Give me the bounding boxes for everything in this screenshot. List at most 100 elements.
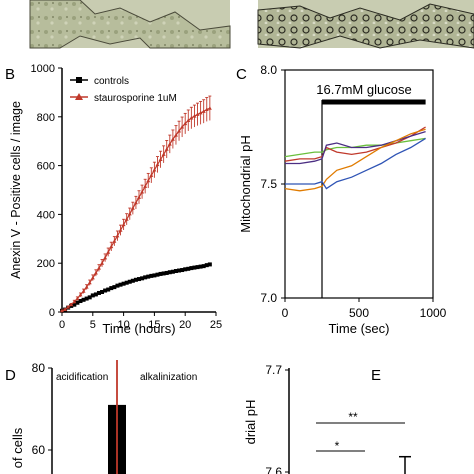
chart-e-sig-label-2: *	[335, 439, 340, 453]
chart-b-xtick-label: 15	[148, 319, 160, 331]
chart-b-point	[204, 263, 209, 268]
microscopy-image-controls	[29, 0, 231, 49]
chart-b-point	[143, 184, 148, 188]
chart-c-series-3	[284, 128, 426, 192]
chart-b-point	[146, 274, 151, 279]
chart-b-point	[130, 278, 135, 283]
chart-d-annotation-alkalinization: alkalinization	[140, 372, 197, 383]
chart-b-point	[198, 110, 203, 115]
chart-c-annotation: 16.7mM glucose	[316, 82, 411, 97]
chart-b-point	[198, 264, 203, 269]
chart-b-point	[78, 292, 83, 297]
chart-b-point	[87, 280, 92, 285]
chart-b-point	[170, 269, 175, 274]
chart-b: 0 5 10 15 20 25 0 200 400 600 800 1000 Time (hours)…	[9, 63, 222, 336]
chart-b-point	[124, 217, 129, 221]
chart-b-point	[93, 292, 98, 297]
chart-b-point	[167, 142, 172, 146]
chart-b-point	[173, 133, 178, 137]
chart-b-series-line	[61, 263, 210, 312]
chart-b-ytick-label: 200	[37, 258, 55, 270]
chart-b-point	[207, 262, 212, 267]
chart-b-point	[96, 290, 101, 295]
chart-d-ticks: 60 80	[32, 361, 52, 457]
chart-c-ylabel: Mitochondrial pH	[238, 135, 253, 233]
chart-b-point	[161, 152, 166, 156]
chart-b-point	[204, 107, 209, 111]
chart-b-point	[127, 211, 132, 216]
chart-b-point	[78, 299, 83, 304]
chart-b-point	[127, 279, 132, 284]
chart-b-point	[124, 280, 129, 285]
chart-c-series-0	[284, 137, 426, 158]
chart-b-xtick-label: 25	[210, 319, 222, 331]
chart-b-point	[90, 293, 95, 298]
chart-b-point	[72, 299, 77, 304]
chart-b-point	[161, 271, 166, 276]
chart-b-legend-controls: controls	[94, 76, 129, 87]
chart-b-ytick-label: 400	[37, 209, 55, 221]
chart-d-annotation-acidification: acidification	[56, 372, 108, 383]
chart-c-ytick-label: 7.5	[260, 177, 277, 191]
chart-b-point	[137, 277, 141, 282]
chart-d: 60 80 acidification alkalinization of cel…	[10, 360, 197, 474]
chart-b-point	[195, 112, 200, 116]
chart-b-xtick-label: 10	[117, 319, 129, 331]
chart-b-point	[118, 282, 123, 287]
chart-c: 0 500 1000 7.0 7.5 8.0 16.7mM glucose Time (s…	[238, 63, 447, 336]
chart-c-series-4	[285, 137, 426, 190]
chart-b-point	[81, 297, 86, 302]
chart-b-point	[201, 264, 206, 269]
panel-label-d: D	[5, 367, 16, 384]
chart-b-point	[140, 276, 145, 281]
chart-b-point	[192, 114, 197, 118]
chart-b-point	[158, 271, 163, 276]
chart-b-point	[69, 302, 74, 307]
chart-b-point	[173, 269, 178, 274]
panel-label-c: C	[236, 66, 247, 83]
chart-b-point	[170, 137, 175, 141]
chart-b-point	[72, 302, 77, 307]
chart-b-xtick-label: 5	[90, 319, 96, 331]
chart-b-ytick-label: 0	[49, 307, 55, 319]
chart-b-point	[133, 200, 138, 205]
chart-b-point	[155, 162, 160, 167]
chart-e: 7.6 7.7 ** * drial pH	[243, 363, 411, 474]
chart-d-ytick-label: 80	[32, 361, 46, 375]
chart-b-point	[87, 295, 92, 300]
chart-b-point	[103, 255, 108, 260]
panel-label-b: B	[5, 66, 15, 83]
chart-b-series-1	[60, 95, 212, 313]
chart-b-point	[143, 275, 148, 280]
chart-c-ticks: 0 500 1000 7.0 7.5 8.0	[260, 63, 446, 320]
chart-b-point	[155, 272, 160, 277]
chart-b-point	[180, 125, 185, 129]
chart-b-point	[164, 270, 169, 275]
chart-e-sig-label-1: **	[348, 410, 358, 424]
chart-b-point	[195, 265, 200, 270]
chart-b-point	[109, 286, 114, 291]
chart-b-point	[81, 289, 86, 293]
chart-b-point	[112, 285, 117, 290]
chart-b-series-0	[60, 262, 212, 313]
chart-c-xtick-label: 0	[282, 306, 289, 320]
chart-b-point	[115, 283, 120, 288]
chart-b-point	[66, 305, 71, 309]
chart-b-point	[121, 281, 126, 286]
panel-label-e: E	[371, 367, 381, 384]
chart-b-ylabel: Anexin V - Positive cells / image	[9, 101, 23, 279]
chart-b-point	[84, 296, 89, 301]
chart-e-ytick-label: 7.7	[265, 363, 282, 377]
chart-b-point	[149, 273, 154, 278]
chart-b-point	[90, 275, 95, 280]
chart-b-point	[96, 266, 101, 270]
chart-b-point	[103, 288, 108, 293]
chart-b-point	[152, 167, 157, 172]
chart-b-point	[121, 222, 126, 227]
chart-b-point	[118, 228, 123, 232]
microscopy-image-staurosporine	[257, 0, 474, 49]
chart-c-xtick-label: 1000	[420, 306, 447, 320]
chart-b-point	[177, 128, 182, 133]
chart-b-point	[63, 307, 68, 312]
chart-b-xlabel: Time (hours)	[102, 321, 175, 336]
